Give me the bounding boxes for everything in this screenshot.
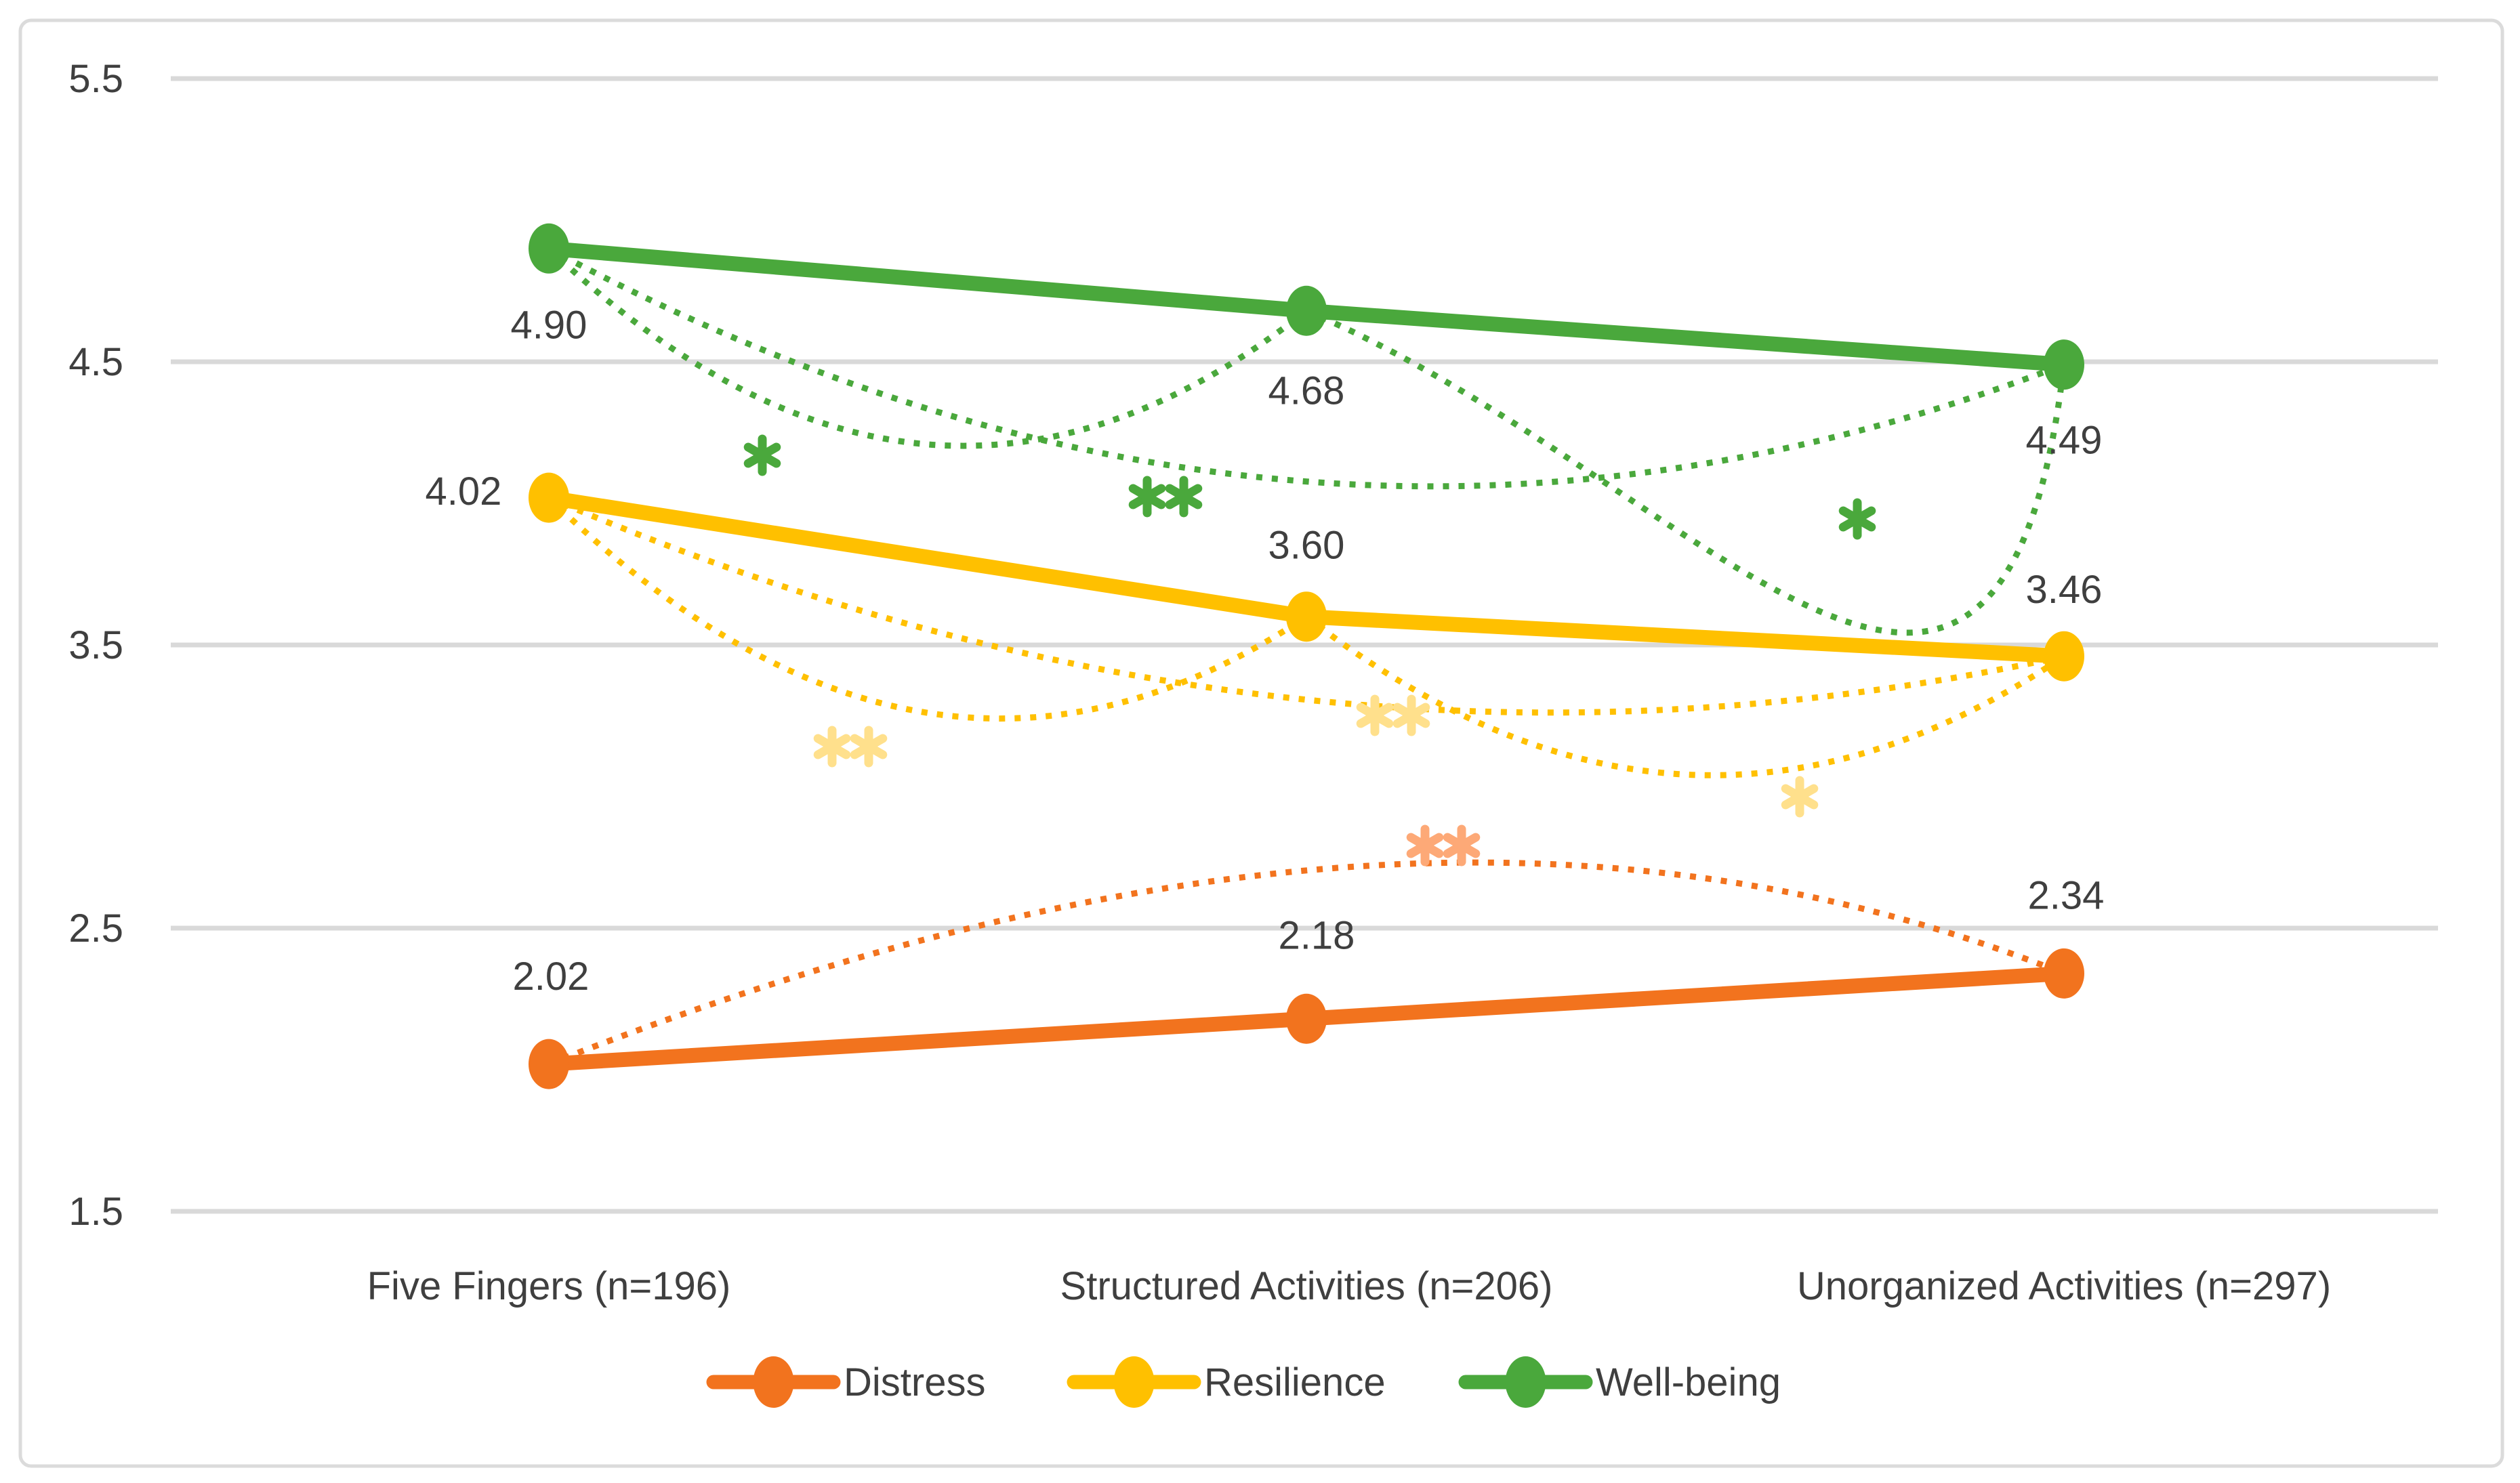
comparison-arc-resilience [1304,614,2066,778]
y-axis-tick-label: 1.5 [68,1190,123,1234]
data-point-distress [2044,948,2084,999]
data-label: 4.49 [2026,419,2103,463]
data-label: 4.90 [511,303,587,347]
data-point-resilience [529,472,569,523]
y-axis-tick-label: 2.5 [68,906,123,951]
y-axis-tick-label: 4.5 [68,340,123,384]
comparison-arc-resilience [548,495,2065,716]
data-point-resilience [2044,631,2084,682]
significance-asterisk-icon [1443,824,1481,866]
data-label: 4.02 [426,469,502,514]
x-axis-category-label: Unorganized Activities (n=297) [1797,1264,2331,1308]
y-axis-tick-label: 5.5 [68,57,123,101]
legend-dot-marker [753,1356,794,1408]
legend-item-distress [706,1356,841,1408]
legend-label: Distress [844,1360,985,1404]
comparison-arc-distress [548,859,2065,1067]
data-point-resilience [1286,591,1327,642]
x-axis-category-label: Structured Activities (n=206) [1060,1264,1553,1308]
legend-item-resilience [1067,1356,1201,1408]
data-point-well-being [2044,339,2084,390]
data-point-distress [529,1039,569,1089]
y-axis-tick-label: 3.5 [68,623,123,667]
legend-item-well-being [1458,1356,1593,1408]
data-label: 2.18 [1279,913,1355,957]
comparison-arc-well-being [1305,308,2067,636]
significance-asterisk-icon [743,434,781,476]
data-label: 4.68 [1268,369,1345,413]
data-label: 2.02 [513,955,590,999]
legend-dot-marker [1113,1356,1155,1408]
significance-asterisk-icon [1781,776,1819,818]
data-label: 3.46 [2026,568,2103,612]
x-axis-category-label: Five Fingers (n=196) [367,1264,731,1308]
significance-asterisk-icon [1838,498,1876,540]
significance-asterisk-icon [1392,694,1430,736]
data-point-distress [1286,993,1327,1044]
comparison-arc-well-being [547,245,2065,490]
significance-asterisk-icon [1165,476,1203,518]
data-point-well-being [529,223,569,274]
legend-label: Resilience [1204,1360,1386,1404]
legend-label: Well-being [1596,1360,1781,1404]
significance-asterisk-icon [1406,824,1444,866]
significance-asterisk-icon [850,726,888,768]
significance-asterisk-icon [1356,694,1394,736]
data-label: 2.34 [2028,873,2105,917]
significance-asterisk-icon [1128,476,1166,518]
comparison-arc-well-being [546,246,1308,449]
significance-asterisk-icon [813,726,851,768]
data-point-well-being [1286,285,1327,336]
data-label: 3.60 [1268,524,1345,568]
figure-border [18,18,2504,1468]
legend-dot-marker [1505,1356,1546,1408]
